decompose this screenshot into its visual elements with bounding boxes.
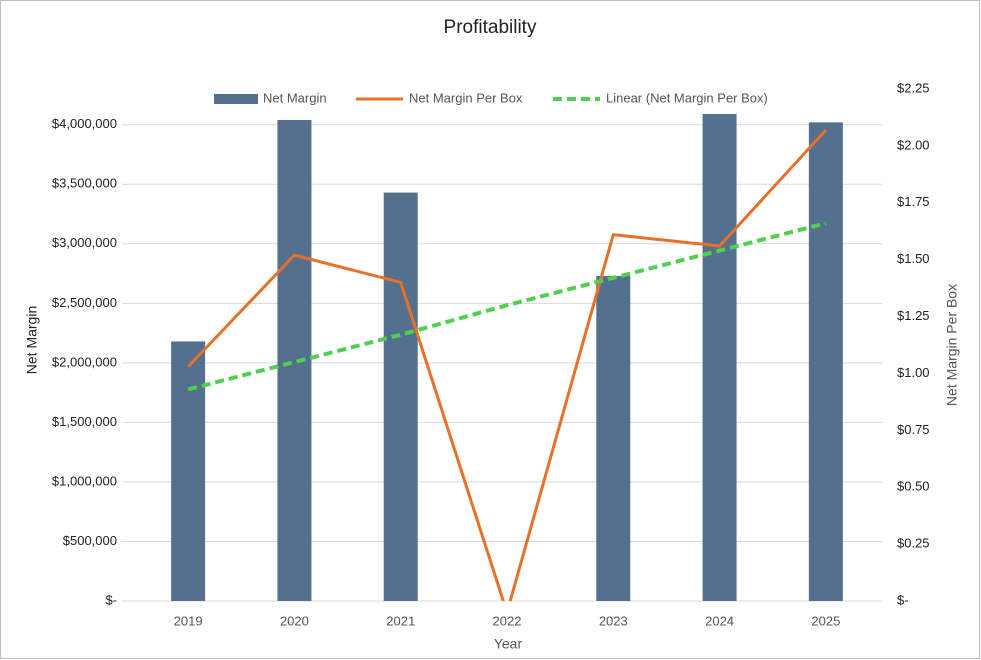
bar xyxy=(277,119,312,602)
bar xyxy=(808,122,843,601)
marks xyxy=(171,114,843,602)
y2-tick-label: $2.25 xyxy=(897,80,930,95)
y-tick-label: $3,500,000 xyxy=(52,176,117,191)
legend-swatch xyxy=(214,94,258,104)
y2-axis-title: Net Margin Per Box xyxy=(944,284,960,406)
bar xyxy=(596,275,631,601)
y2-tick-label: $- xyxy=(897,592,909,607)
y2-tick-label: $0.50 xyxy=(897,479,930,494)
y2-tick-label: $1.00 xyxy=(897,365,930,380)
y-axis-title: Net Margin xyxy=(24,306,40,374)
y-tick-label: $1,000,000 xyxy=(52,473,117,488)
y-tick-label: $4,000,000 xyxy=(52,116,117,131)
y-tick-label: $1,500,000 xyxy=(52,414,117,429)
grid xyxy=(122,124,882,602)
chart-title: Profitability xyxy=(444,17,537,38)
trendline xyxy=(187,221,827,392)
legend-label: Net Margin xyxy=(263,90,327,105)
y2-tick-label: $2.00 xyxy=(897,137,930,152)
bar xyxy=(383,192,418,601)
bar xyxy=(702,114,737,602)
y-tick-label: $3,000,000 xyxy=(52,235,117,250)
legend: Net Margin Net Margin Per Box Linear (Net … xyxy=(214,90,768,105)
y-tick-label: $500,000 xyxy=(63,533,117,548)
y-tick-label: $2,000,000 xyxy=(52,354,117,369)
y2-tick-label: $0.75 xyxy=(897,422,930,437)
x-tick-label: 2025 xyxy=(811,613,840,628)
x-tick-label: 2020 xyxy=(280,613,309,628)
x-axis-title: Year xyxy=(494,636,523,652)
x-tick-label: 2019 xyxy=(174,613,203,628)
legend-label: Net Margin Per Box xyxy=(409,90,523,105)
y2-tick-label: $1.50 xyxy=(897,251,930,266)
bar xyxy=(171,341,206,601)
y-tick-label: $2,500,000 xyxy=(52,295,117,310)
legend-label: Linear (Net Margin Per Box) xyxy=(606,90,768,105)
x-tick-label: 2021 xyxy=(386,613,415,628)
x-tick-label: 2024 xyxy=(705,613,734,628)
line xyxy=(187,128,827,601)
x-tick-label: 2023 xyxy=(599,613,628,628)
y2-tick-label: $1.25 xyxy=(897,308,930,323)
x-tick-label: 2022 xyxy=(493,613,522,628)
y-tick-label: $- xyxy=(105,592,117,607)
y2-tick-label: $1.75 xyxy=(897,194,930,209)
y2-tick-label: $0.25 xyxy=(897,536,930,551)
lines xyxy=(187,128,827,601)
